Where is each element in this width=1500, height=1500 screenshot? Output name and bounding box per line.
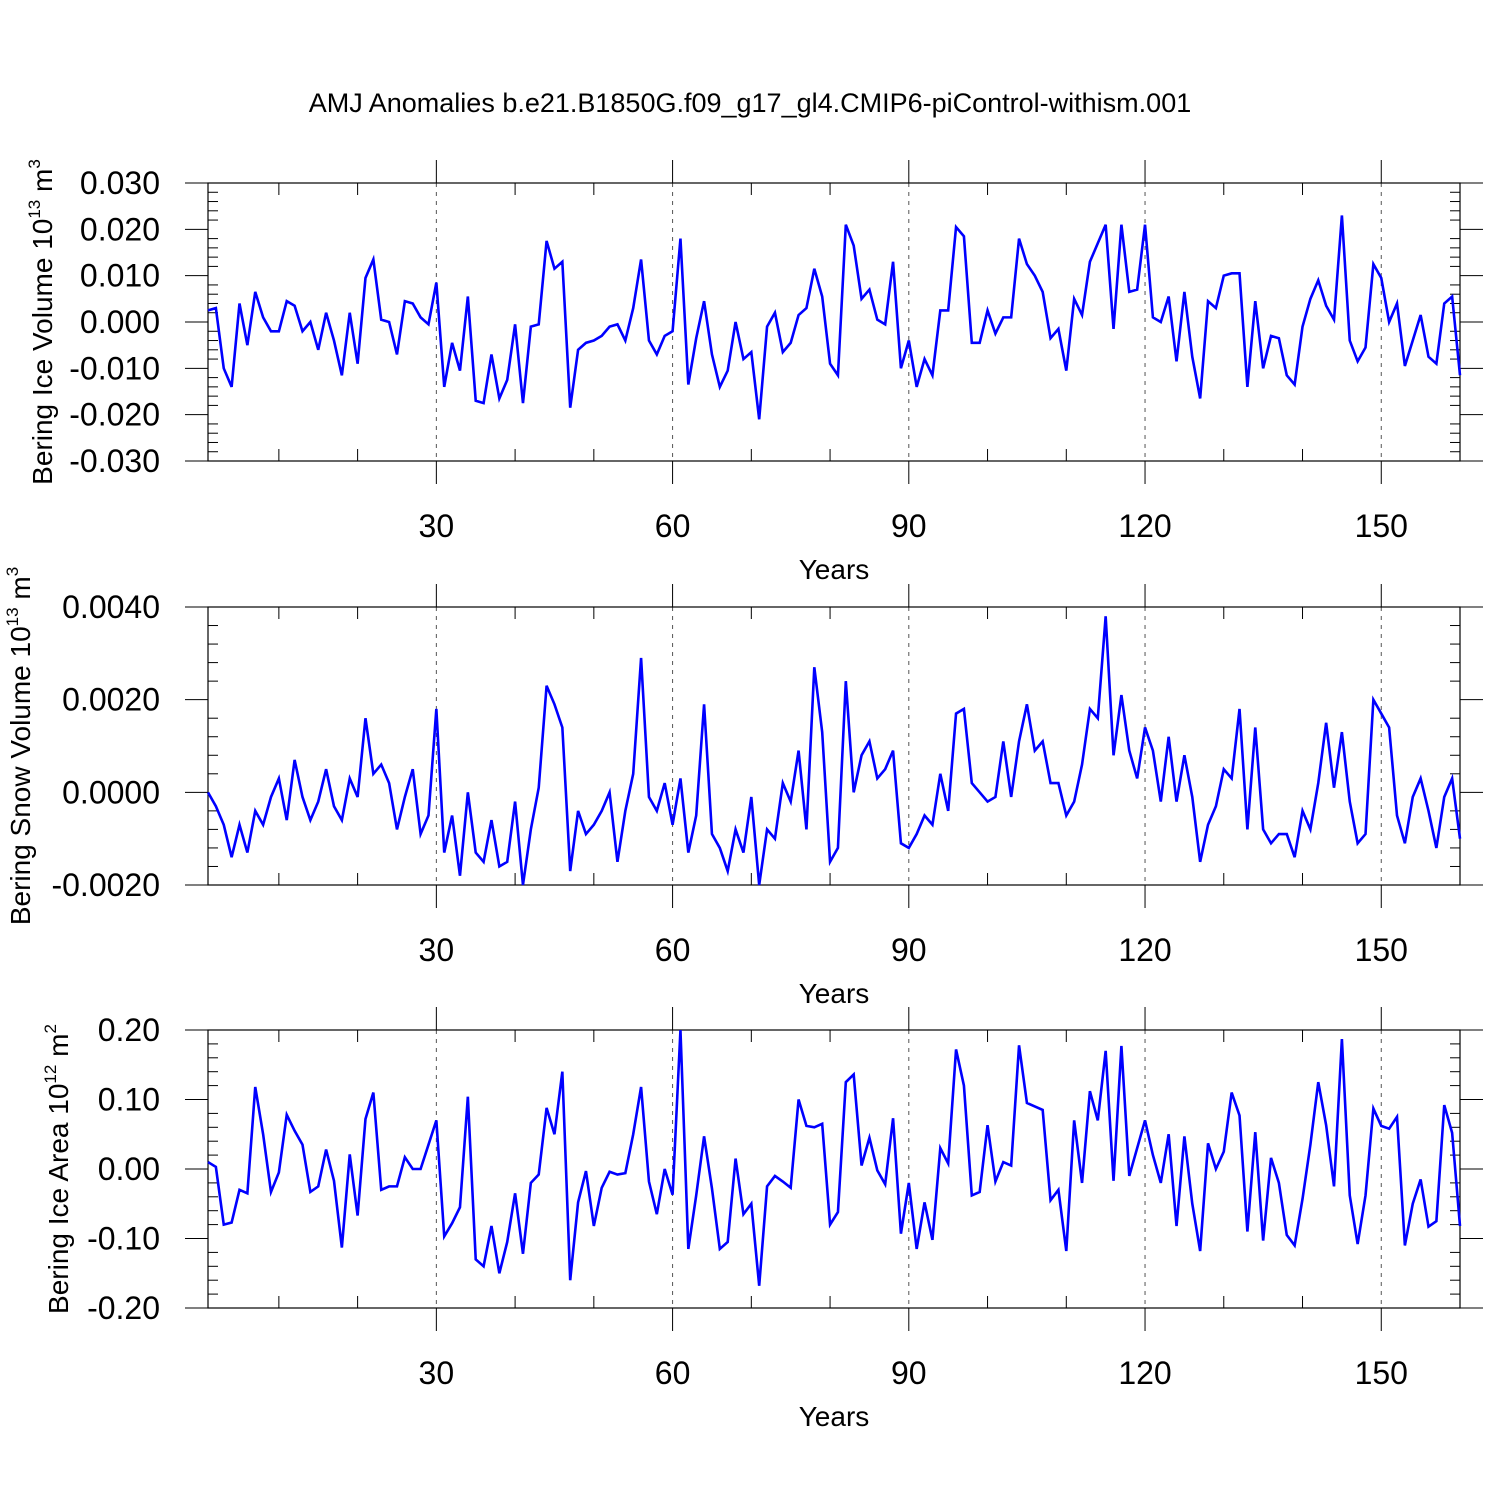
y-tick-label: -0.20 (87, 1290, 160, 1326)
y-axis-title-unit: m (27, 169, 58, 200)
x-tick-label: 150 (1355, 1355, 1408, 1391)
y-tick-label: 0.000 (80, 304, 160, 340)
x-axis-title: Years (799, 1401, 870, 1432)
y-tick-label: -0.10 (87, 1221, 160, 1257)
x-tick-label: 30 (419, 932, 455, 968)
y-tick-label: 0.10 (98, 1082, 160, 1118)
y-axis-title-text: Bering Ice Area 10 (43, 1084, 74, 1314)
chart-panel-3: 30 60 90 120 150 -0.20 -0.10 0.00 0.10 0.20 Years B… (41, 1007, 1483, 1432)
y-tick-label: 0.020 (80, 211, 160, 247)
x-axis-title: Years (799, 978, 870, 1009)
y-tick-label: -0.010 (69, 350, 160, 386)
x-tick-label: 150 (1355, 932, 1408, 968)
y-tick-label: 0.0020 (62, 682, 160, 718)
y-axis-title-unit-exponent: 3 (25, 159, 44, 168)
chart-panel-1: 30 60 90 120 150 -0.030 -0.020 -0.010 0.000 0.010… (25, 159, 1483, 585)
y-tick-label: -0.020 (69, 397, 160, 433)
x-tick-label: 150 (1355, 508, 1408, 544)
y-tick-label: 0.010 (80, 258, 160, 294)
y-axis-title: Bering Ice Area 1012 m2 (41, 1024, 74, 1314)
x-tick-label: 60 (655, 1355, 691, 1391)
y-axis-title-unit-exponent: 2 (41, 1024, 60, 1033)
y-tick-label: -0.0020 (51, 867, 160, 903)
x-tick-label: 60 (655, 508, 691, 544)
plot-frame (207, 182, 1461, 462)
x-axis-title: Years (799, 554, 870, 585)
y-axis-title-exponent: 13 (25, 200, 44, 219)
x-tick-label: 30 (419, 1355, 455, 1391)
x-tick-label: 90 (891, 932, 927, 968)
y-axis-title-text: Bering Snow Volume 10 (5, 626, 36, 925)
x-tick-label: 60 (655, 932, 691, 968)
x-tick-label: 30 (419, 508, 455, 544)
series-line (207, 215, 1462, 420)
y-axis-title-unit: m (43, 1034, 74, 1065)
y-tick-label: 0.00 (98, 1151, 160, 1187)
y-axis-title-unit: m (5, 576, 36, 607)
y-axis-title-exponent: 12 (41, 1065, 60, 1084)
chart-panel-2: 30 60 90 120 150 -0.0020 0.0000 0.0020 0.0040 Yea… (3, 567, 1483, 1009)
chart-title: AMJ Anomalies b.e21.B1850G.f09_g17_gl4.C… (308, 88, 1192, 118)
y-axis-title-exponent: 13 (3, 607, 22, 626)
y-axis-title: Bering Ice Volume 1013 m3 (25, 159, 58, 485)
y-tick-label: 0.0040 (62, 589, 160, 625)
y-axis-title-unit-exponent: 3 (3, 567, 22, 576)
y-tick-label: 0.20 (98, 1012, 160, 1048)
y-axis-title-text: Bering Ice Volume 10 (27, 219, 58, 485)
x-tick-label: 120 (1118, 932, 1171, 968)
plot-frame (207, 606, 1461, 886)
plot-frame (207, 1029, 1461, 1309)
y-axis-title: Bering Snow Volume 1013 m3 (3, 567, 36, 925)
series-line (207, 1029, 1462, 1286)
x-tick-label: 90 (891, 508, 927, 544)
y-tick-label: 0.0000 (62, 774, 160, 810)
y-tick-label: -0.030 (69, 443, 160, 479)
x-tick-label: 120 (1118, 1355, 1171, 1391)
y-tick-label: 0.030 (80, 165, 160, 201)
x-tick-label: 90 (891, 1355, 927, 1391)
x-tick-label: 120 (1118, 508, 1171, 544)
series-line (206, 616, 1462, 886)
